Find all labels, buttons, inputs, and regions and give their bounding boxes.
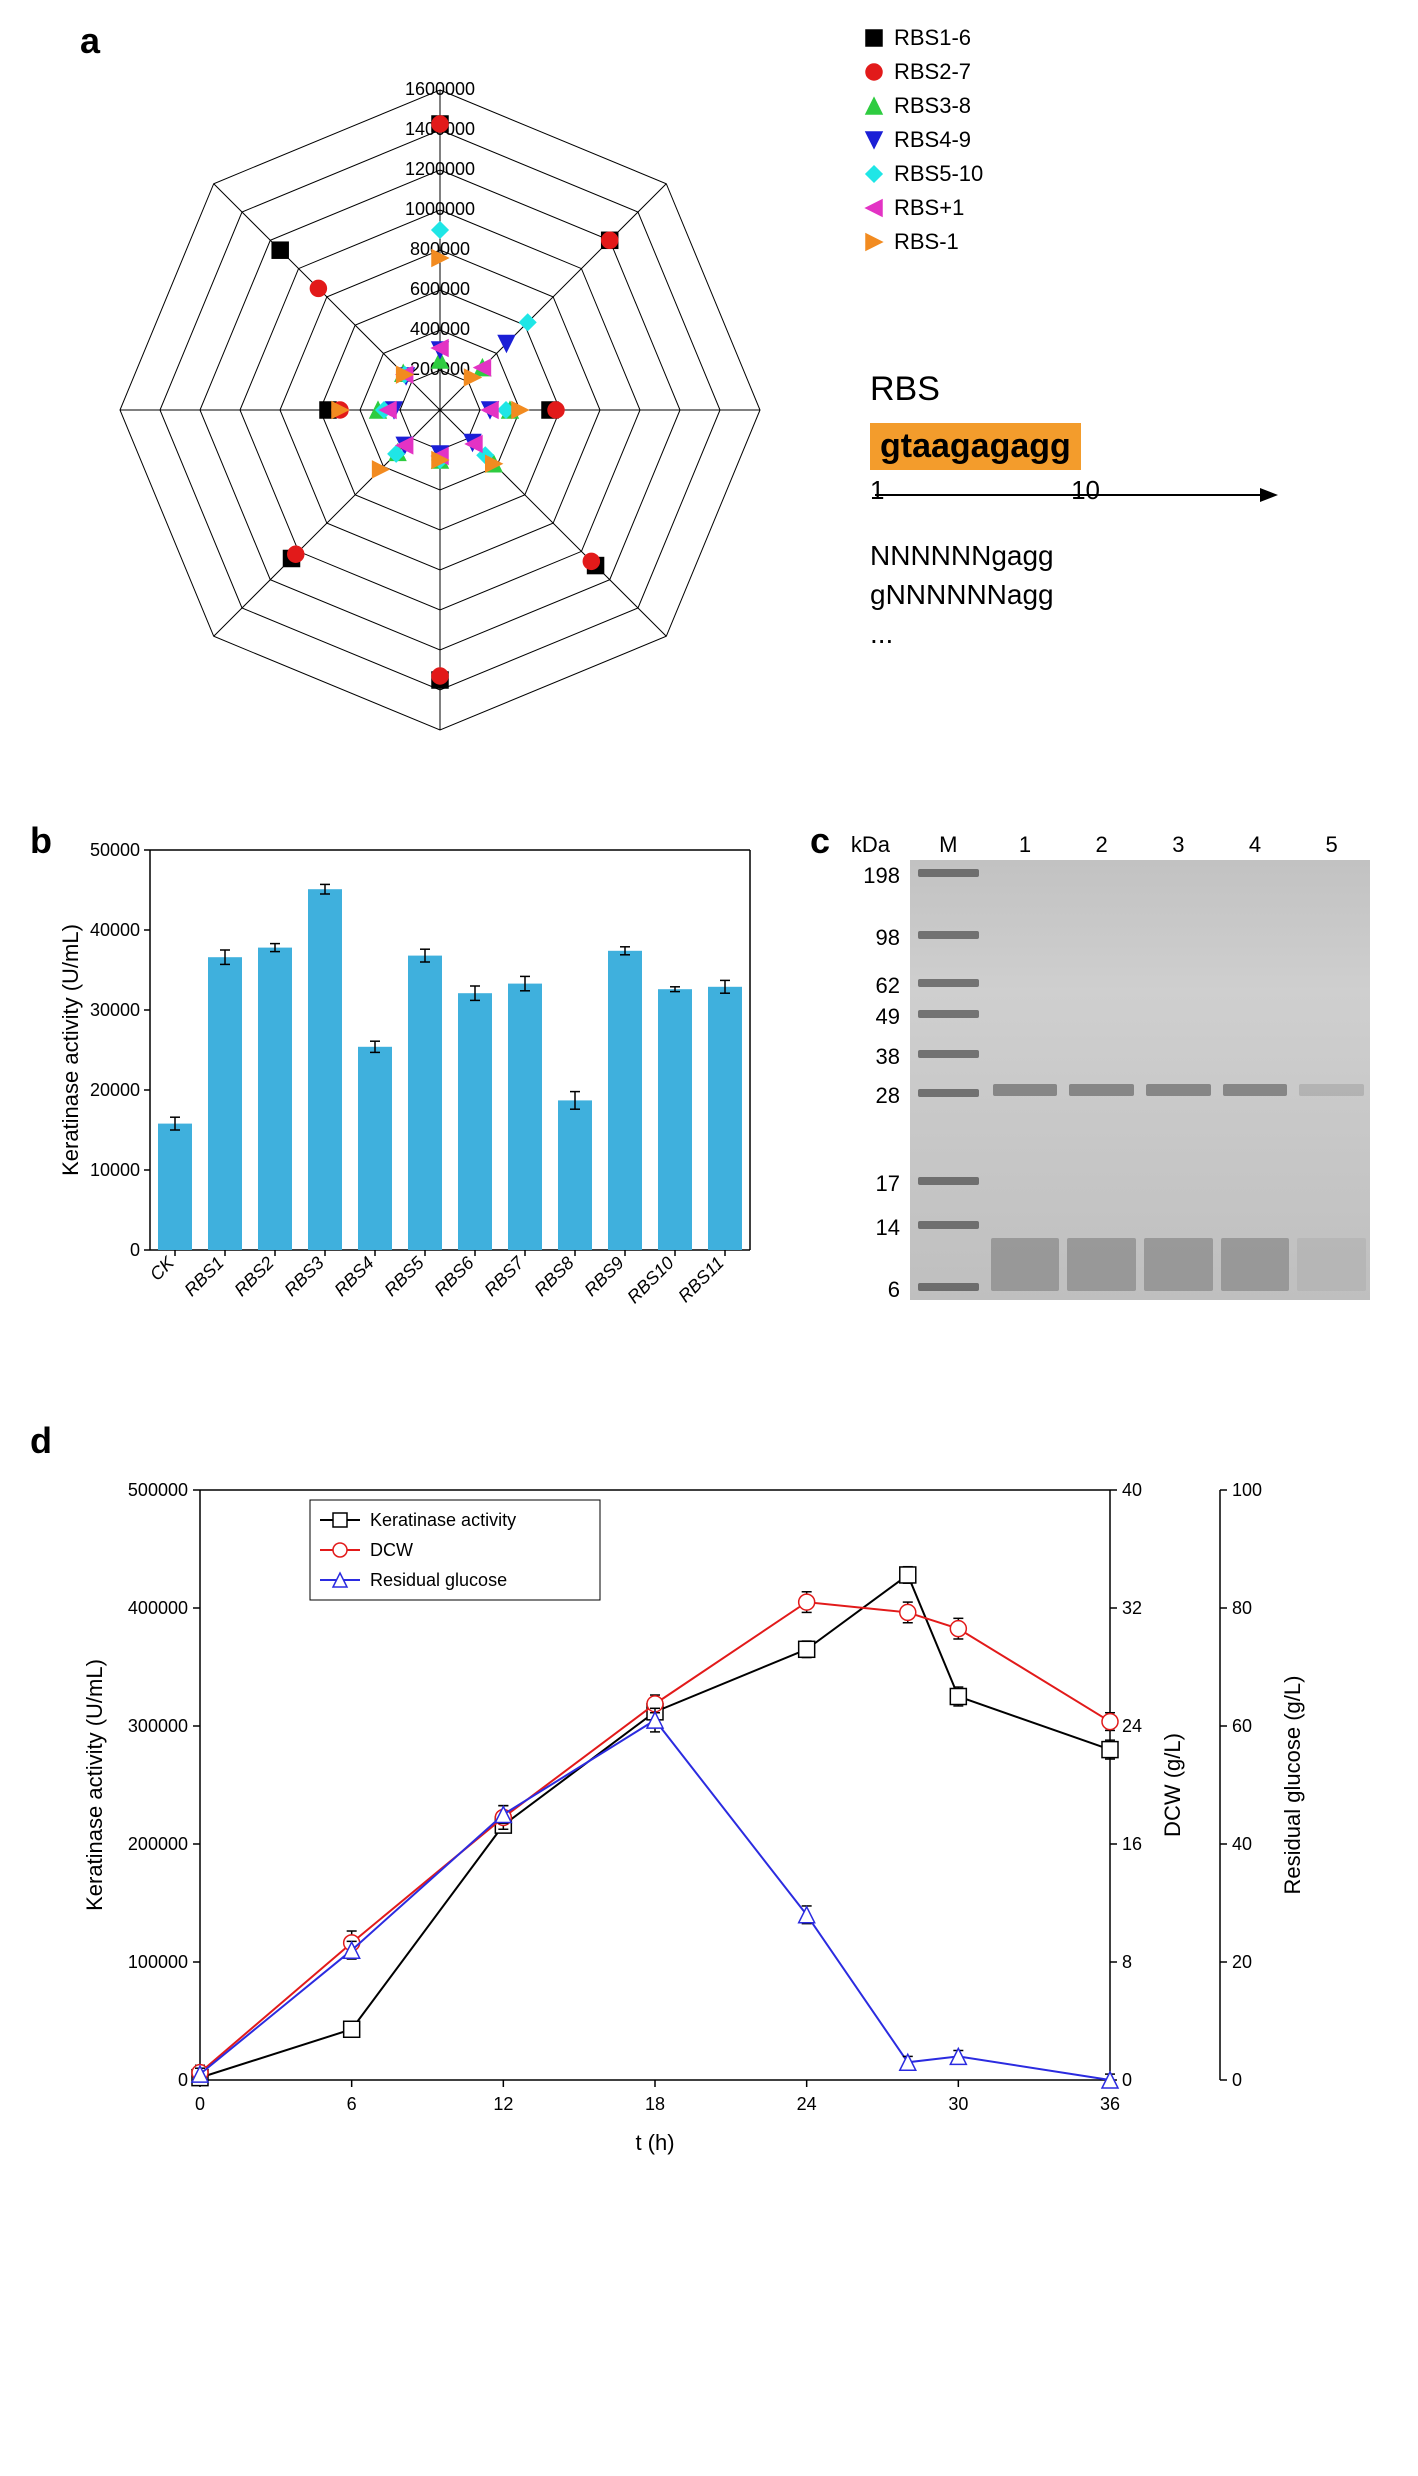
svg-text:30000: 30000 xyxy=(90,1000,140,1020)
rbs-sequence: gtaagagagg xyxy=(870,423,1081,470)
panel-c-label: c xyxy=(810,820,830,862)
gel-lane-label: 4 xyxy=(1217,832,1294,858)
svg-text:RBS2: RBS2 xyxy=(230,1253,277,1300)
svg-text:Keratinase activity (U/mL): Keratinase activity (U/mL) xyxy=(58,924,83,1176)
rbs-num-left: 1 xyxy=(870,475,884,506)
svg-text:RBS9: RBS9 xyxy=(580,1253,627,1300)
svg-text:600000: 600000 xyxy=(410,279,470,299)
svg-text:RBS7: RBS7 xyxy=(480,1252,528,1300)
gel-lane-label: 5 xyxy=(1293,832,1370,858)
svg-text:RBS10: RBS10 xyxy=(623,1253,677,1307)
gel-image xyxy=(910,860,1370,1300)
svg-text:0: 0 xyxy=(1232,2070,1242,2090)
svg-text:40: 40 xyxy=(1122,1480,1142,1500)
gel-lane-label: M xyxy=(910,832,987,858)
svg-text:100000: 100000 xyxy=(128,1952,188,1972)
panel-d-linechart: 061218243036t (h)01000002000003000004000… xyxy=(70,1450,1350,2170)
gel-kda-value: 49 xyxy=(840,1004,900,1030)
svg-text:16: 16 xyxy=(1122,1834,1142,1854)
svg-text:RBS3: RBS3 xyxy=(280,1253,327,1300)
svg-text:24: 24 xyxy=(1122,1716,1142,1736)
svg-text:RBS4-9: RBS4-9 xyxy=(894,127,971,152)
svg-text:CK: CK xyxy=(146,1252,179,1285)
svg-text:40000: 40000 xyxy=(90,920,140,940)
gel-kda-value: 38 xyxy=(840,1044,900,1070)
svg-text:Keratinase activity (U/mL): Keratinase activity (U/mL) xyxy=(82,1659,107,1911)
panel-a-legend: RBS1-6 RBS2-7 RBS3-8 RBS4-9 RBS5-10 RBS+1 RBS-… xyxy=(860,20,1140,280)
panel-c-container: M12345 kDa 198986249382817146 xyxy=(840,860,1390,1320)
svg-text:1600000: 1600000 xyxy=(405,79,475,99)
gel-lane-label: 1 xyxy=(987,832,1064,858)
panel-b-barchart: 0 10000 20000 30000 40000 50000 Keratinase act… xyxy=(50,830,770,1390)
svg-text:DCW (g/L): DCW (g/L) xyxy=(1160,1733,1185,1837)
svg-text:60: 60 xyxy=(1232,1716,1252,1736)
svg-text:40: 40 xyxy=(1232,1834,1252,1854)
gel-kda-value: 198 xyxy=(840,863,900,889)
svg-text:24: 24 xyxy=(797,2094,817,2114)
panel-a-rbs-diagram: RBS gtaagagagg 1 10 NNNNNNgagggNNNNNNagg… xyxy=(870,370,1290,654)
gel-lane-label: 2 xyxy=(1063,832,1140,858)
svg-text:1200000: 1200000 xyxy=(405,159,475,179)
gel-kda-value: 6 xyxy=(840,1277,900,1303)
gel-kda-value: 14 xyxy=(840,1215,900,1241)
gel-kda-header: kDa xyxy=(830,832,890,858)
svg-text:RBS+1: RBS+1 xyxy=(894,195,964,220)
svg-text:0: 0 xyxy=(1122,2070,1132,2090)
rbs-pattern-rows: NNNNNNgagggNNNNNNagg... xyxy=(870,536,1290,654)
svg-text:18: 18 xyxy=(645,2094,665,2114)
svg-text:36: 36 xyxy=(1100,2094,1120,2114)
panel-b-label: b xyxy=(30,820,52,862)
svg-text:10000: 10000 xyxy=(90,1160,140,1180)
svg-text:RBS5-10: RBS5-10 xyxy=(894,161,983,186)
panel-d-label: d xyxy=(30,1420,52,1462)
svg-text:RBS5: RBS5 xyxy=(380,1252,428,1300)
rbs-pattern-row: NNNNNNgagg xyxy=(870,536,1290,575)
svg-text:0: 0 xyxy=(195,2094,205,2114)
svg-text:Keratinase activity: Keratinase activity xyxy=(370,1510,516,1530)
svg-text:RBS8: RBS8 xyxy=(530,1253,577,1300)
svg-text:80: 80 xyxy=(1232,1598,1252,1618)
svg-text:RBS2-7: RBS2-7 xyxy=(894,59,971,84)
gel-kda-value: 62 xyxy=(840,973,900,999)
figure-container: a 20000040000060000080000010000001200000… xyxy=(20,20,1398,2200)
svg-text:200000: 200000 xyxy=(128,1834,188,1854)
svg-text:RBS4: RBS4 xyxy=(330,1253,377,1300)
rbs-title: RBS xyxy=(870,370,1290,409)
svg-text:20: 20 xyxy=(1232,1952,1252,1972)
rbs-pattern-row: ... xyxy=(870,614,1290,653)
svg-text:Residual glucose (g/L): Residual glucose (g/L) xyxy=(1280,1676,1305,1895)
gel-kda-value: 28 xyxy=(840,1083,900,1109)
svg-text:0: 0 xyxy=(178,2070,188,2090)
svg-text:Residual glucose: Residual glucose xyxy=(370,1570,507,1590)
svg-text:RBS3-8: RBS3-8 xyxy=(894,93,971,118)
gel-kda-value: 17 xyxy=(840,1171,900,1197)
svg-text:RBS1: RBS1 xyxy=(180,1253,227,1300)
rbs-pattern-row: gNNNNNNagg xyxy=(870,575,1290,614)
svg-text:8: 8 xyxy=(1122,1952,1132,1972)
gel-kda-value: 98 xyxy=(840,925,900,951)
svg-text:30: 30 xyxy=(948,2094,968,2114)
svg-text:400000: 400000 xyxy=(128,1598,188,1618)
svg-text:400000: 400000 xyxy=(410,319,470,339)
rbs-num-right: 10 xyxy=(1071,475,1100,506)
svg-text:DCW: DCW xyxy=(370,1540,413,1560)
svg-text:300000: 300000 xyxy=(128,1716,188,1736)
svg-text:32: 32 xyxy=(1122,1598,1142,1618)
svg-text:t (h): t (h) xyxy=(635,2130,674,2155)
svg-text:0: 0 xyxy=(130,1240,140,1260)
svg-text:RBS6: RBS6 xyxy=(430,1252,478,1300)
panel-a-radar: 2000004000006000008000001000000120000014… xyxy=(80,30,800,760)
svg-text:20000: 20000 xyxy=(90,1080,140,1100)
gel-lane-label: 3 xyxy=(1140,832,1217,858)
svg-text:RBS-1: RBS-1 xyxy=(894,229,959,254)
svg-text:RBS1-6: RBS1-6 xyxy=(894,25,971,50)
svg-text:RBS11: RBS11 xyxy=(674,1253,728,1307)
svg-text:12: 12 xyxy=(493,2094,513,2114)
svg-text:6: 6 xyxy=(347,2094,357,2114)
svg-text:100: 100 xyxy=(1232,1480,1262,1500)
svg-text:50000: 50000 xyxy=(90,840,140,860)
svg-text:1000000: 1000000 xyxy=(405,199,475,219)
svg-text:500000: 500000 xyxy=(128,1480,188,1500)
